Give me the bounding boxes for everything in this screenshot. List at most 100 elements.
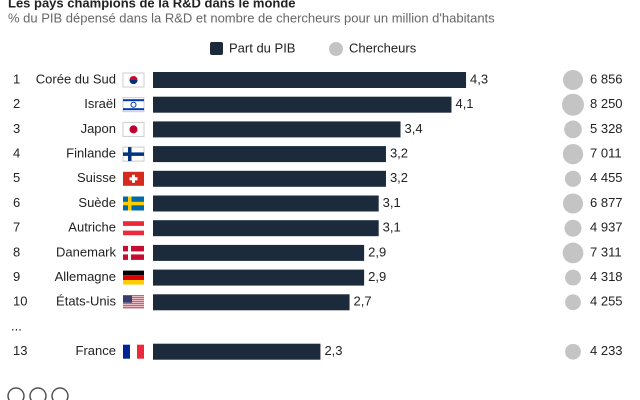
bar [153,72,467,88]
bar [153,244,365,261]
category-label: Suède [78,195,116,210]
category-label: Allemagne [55,269,116,284]
flag-part [123,201,144,206]
bubble [562,143,584,165]
footer-icons [7,387,69,400]
rank: 5 [13,170,20,185]
flag-part [123,344,130,359]
rank: 2 [13,96,20,111]
legend-swatch [210,42,223,55]
legend-swatch [329,42,343,56]
bubble [562,93,584,116]
flag-part [129,177,138,181]
rank: 13 [13,343,27,358]
category-label: Finlande [66,146,116,161]
rank: 6 [13,195,20,210]
bar [153,121,401,138]
bar [153,294,350,311]
rank: 4 [13,146,20,161]
flag [123,344,144,359]
flag [123,171,144,186]
value-label: 6 856 [590,71,623,86]
category-label: Corée du Sud [36,71,116,86]
value-label: 4 318 [590,269,623,284]
category-label: Danemark [56,244,116,259]
value-label: 2,9 [368,244,386,259]
flag-part [123,305,144,307]
value-label: 4,3 [470,71,488,86]
value-label: 8 250 [590,96,623,111]
flag-part [123,307,144,309]
bar [153,269,365,286]
flag-part [123,301,144,303]
rank: 9 [13,269,20,284]
value-label: 2,7 [354,294,372,309]
bar [153,195,379,212]
flag [123,295,144,310]
flag [122,121,145,137]
value-label: 4 255 [590,294,623,309]
flag-part [130,344,137,359]
flag-part [123,295,132,303]
flag [122,97,145,113]
category-label: États-Unis [56,294,116,309]
bubble [562,193,584,214]
value-label: 3,2 [390,170,408,185]
bubble [565,343,581,360]
bubble [562,69,584,91]
chart-subtitle: % du PIB dépensé dans la R&D et nombre d… [8,10,495,25]
category-label: France [76,343,116,358]
flag-part [123,297,144,299]
flag-part [123,280,144,285]
flag [122,72,145,88]
bubble [564,219,582,237]
rank: 1 [13,71,20,86]
value-label: 2,3 [324,343,342,358]
legend-label: Chercheurs [349,40,417,55]
flag [123,196,144,211]
value-label: 2,9 [368,269,386,284]
flag-part [129,80,138,84]
flag-part [123,295,144,297]
legend-label: Part du PIB [229,40,295,55]
bar [153,146,386,163]
flag-part [123,275,144,280]
category-label: Suisse [77,170,116,185]
bubble [564,170,582,187]
bubble [565,269,581,286]
bubble [565,294,581,311]
category-label: Autriche [68,220,116,235]
flag-part [123,270,144,276]
bubble [564,120,582,139]
value-label: 5 328 [590,121,623,136]
rank: 3 [13,121,20,136]
rank: 7 [13,220,20,235]
flag [123,270,144,285]
value-label: 3,2 [390,146,408,161]
flag-part [123,299,144,301]
value-label: 3,1 [383,220,401,235]
value-label: 4 233 [590,343,623,358]
value-label: 4 455 [590,170,623,185]
flag-part [123,225,144,231]
rank: 8 [13,244,20,259]
flag [123,245,144,260]
flag-part [123,108,144,111]
flag-part [129,125,138,134]
bubble [562,242,584,264]
chart-title: Les pays champions de la R&D dans le mon… [8,0,296,10]
value-label: 7 011 [590,146,622,161]
category-label: Israël [84,96,116,111]
value-label: 3,4 [405,121,423,136]
flag [122,146,145,162]
flag-part [123,251,144,255]
ellipsis: ... [11,318,22,333]
bar [153,96,452,113]
value-label: 7 311 [590,244,622,259]
value-label: 4 937 [590,220,623,235]
flag [123,221,144,236]
category-label: Japon [81,121,116,136]
bar [153,220,379,237]
value-label: 3,1 [383,195,401,210]
rank: 10 [13,294,27,309]
